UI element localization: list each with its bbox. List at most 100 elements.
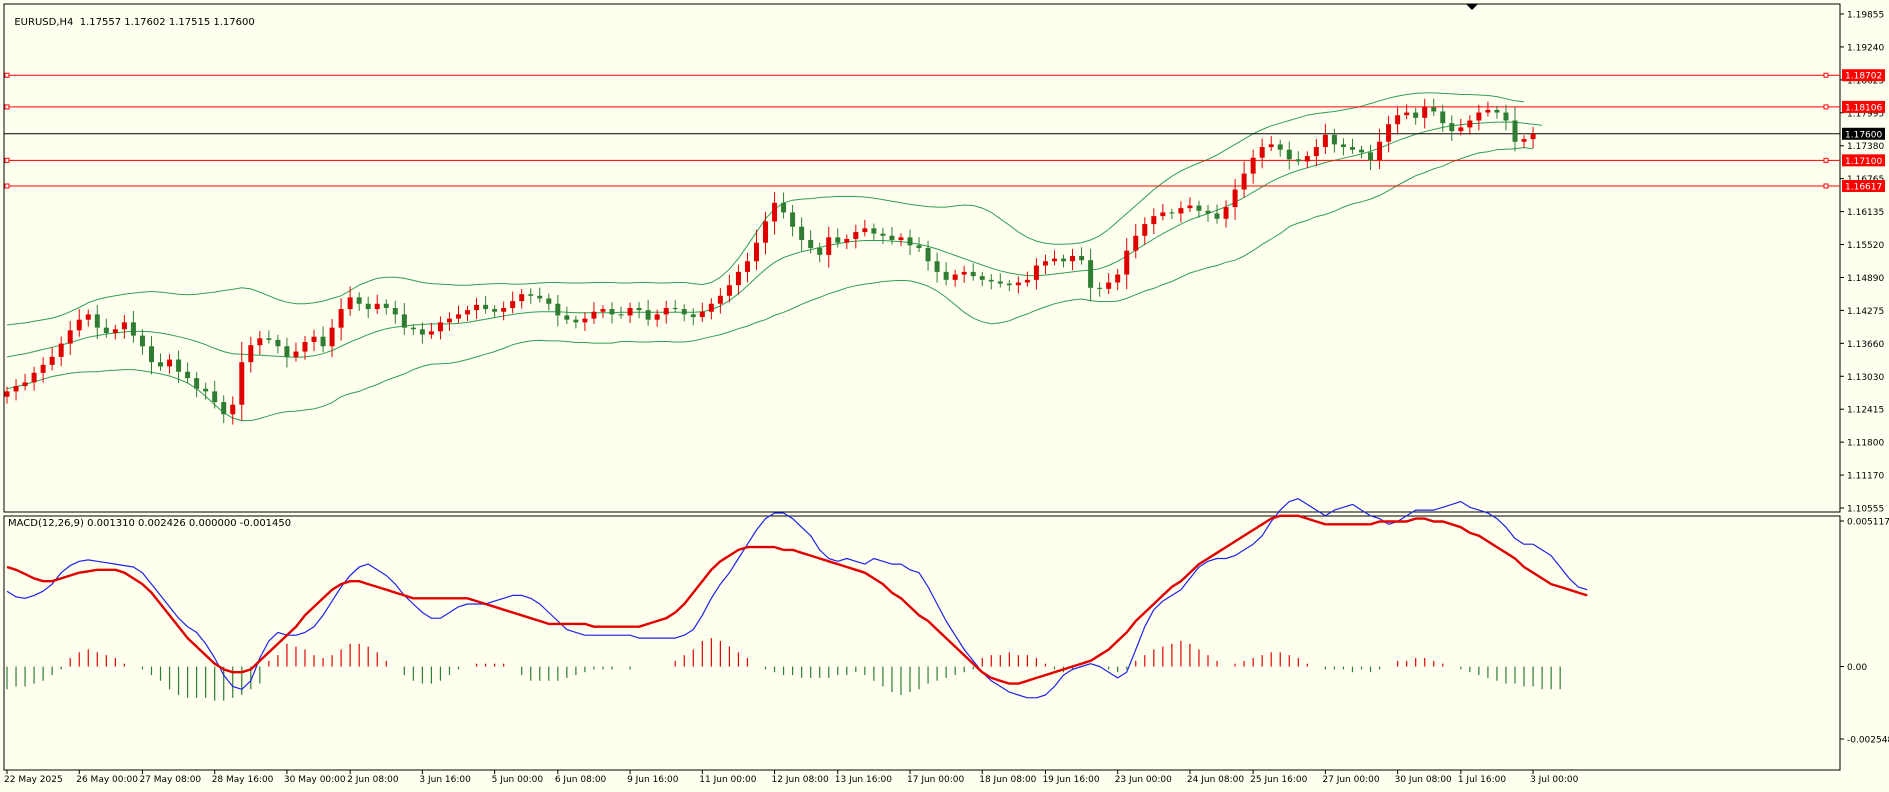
bear-candle [690, 314, 696, 318]
bear-candle [880, 233, 886, 236]
price-tick-label: 1.15520 [1847, 241, 1884, 251]
time-tick-label: 9 Jun 16:00 [627, 775, 679, 785]
bull-candle [13, 386, 19, 392]
bull-candle [1259, 147, 1265, 158]
bear-candle [808, 240, 814, 248]
level-anchor-left [4, 183, 10, 189]
bear-candle [410, 327, 416, 330]
bear-candle [1440, 111, 1446, 124]
bear-candle [889, 235, 895, 241]
bear-candle [672, 308, 678, 310]
bear-candle [401, 314, 407, 328]
bear-candle [1061, 258, 1067, 262]
time-tick-label: 25 Jun 16:00 [1250, 775, 1307, 785]
level-label-box [1842, 154, 1885, 167]
bull-candle [1304, 156, 1310, 162]
bull-candle [735, 271, 741, 286]
bull-candle [311, 336, 317, 343]
bear-candle [419, 329, 425, 335]
time-tick-label: 3 Jul 00:00 [1530, 775, 1579, 785]
bear-candle [1413, 112, 1419, 118]
bear-candle [130, 322, 136, 336]
bear-candle [609, 309, 615, 315]
price-tick-label: 1.17995 [1847, 109, 1884, 119]
bull-candle [112, 329, 118, 333]
bull-candle [763, 221, 769, 243]
bear-candle [1196, 205, 1202, 211]
bear-candle [943, 271, 949, 280]
bear-candle [392, 308, 398, 315]
macd-tick-label: 0.00 [1847, 663, 1867, 673]
bull-candle [699, 311, 705, 318]
bear-candle [1205, 210, 1211, 214]
level-anchor-right [1823, 72, 1829, 78]
level-anchor-right [1823, 183, 1829, 189]
bear-candle [636, 308, 642, 311]
price-tick-label: 1.16135 [1847, 208, 1884, 218]
bear-candle [1494, 109, 1500, 113]
time-tick-label: 24 Jun 08:00 [1187, 775, 1244, 785]
bear-candle [546, 298, 552, 304]
bull-candle [1142, 224, 1148, 236]
bear-candle [320, 336, 326, 347]
bear-candle [1097, 287, 1103, 289]
bear-candle [203, 388, 209, 392]
bull-candle [1106, 282, 1112, 289]
level-anchor-left [4, 104, 10, 110]
bull-candle [1485, 109, 1491, 113]
bear-candle [275, 339, 281, 347]
price-tick-label: 1.11800 [1847, 439, 1884, 449]
bull-candle [1268, 144, 1274, 148]
bear-candle [356, 297, 362, 304]
bear-candle [176, 359, 182, 372]
bull-candle [663, 308, 669, 315]
bull-candle [347, 297, 353, 310]
time-tick-label: 27 Jun 00:00 [1322, 775, 1379, 785]
bear-candle [618, 314, 624, 316]
bull-candle [1024, 279, 1030, 283]
bull-candle [952, 274, 958, 280]
bull-candle [167, 359, 173, 367]
bear-candle [365, 303, 371, 310]
bull-candle [717, 295, 723, 304]
bull-candle [1223, 207, 1229, 219]
level-label: 1.16617 [1845, 182, 1882, 192]
level-label: 1.18702 [1845, 72, 1882, 82]
bull-candle [600, 309, 606, 312]
bear-candle [555, 303, 561, 316]
bear-candle [1359, 149, 1364, 153]
bear-candle [284, 346, 290, 357]
bear-candle [212, 391, 218, 403]
bull-candle [31, 372, 37, 383]
bull-candle [1250, 157, 1256, 174]
bull-candle [67, 330, 73, 344]
signal-line [6, 514, 1588, 685]
bear-candle [1088, 260, 1094, 288]
bull-candle [1070, 255, 1076, 262]
bull-candle [230, 404, 236, 415]
macd-title: MACD(12,26,9) 0.001310 0.002426 0.000000… [8, 518, 292, 529]
bull-candle [76, 319, 82, 331]
bear-candle [790, 212, 796, 227]
bear-candle [483, 304, 489, 310]
bull-candle [510, 301, 516, 309]
bull-candle [772, 202, 778, 222]
bull-candle [1467, 120, 1473, 128]
bull-candle [1187, 205, 1193, 209]
price-tick-label: 1.13660 [1847, 340, 1884, 350]
bull-candle [1322, 134, 1328, 148]
time-tick-label: 2 Jun 08:00 [347, 775, 399, 785]
bull-candle [1422, 107, 1428, 118]
bull-candle [591, 311, 597, 319]
time-tick-label: 26 May 00:00 [76, 775, 138, 785]
bear-candle [1349, 147, 1355, 150]
current-price-box [1842, 127, 1885, 140]
bear-candle [1512, 120, 1518, 142]
price-tick-label: 1.10555 [1847, 505, 1884, 515]
bear-candle [185, 371, 191, 379]
time-tick-label: 6 Jun 08:00 [555, 775, 607, 785]
bear-candle [221, 402, 227, 415]
bull-candle [1124, 250, 1130, 275]
